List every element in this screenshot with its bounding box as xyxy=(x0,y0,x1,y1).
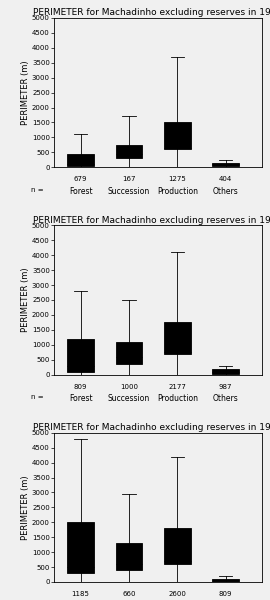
Text: 809: 809 xyxy=(219,591,232,597)
PathPatch shape xyxy=(116,342,142,364)
PathPatch shape xyxy=(212,579,239,581)
Text: 1185: 1185 xyxy=(72,591,90,597)
Text: n =: n = xyxy=(31,394,44,400)
PathPatch shape xyxy=(67,523,94,573)
PathPatch shape xyxy=(164,528,191,564)
Text: 404: 404 xyxy=(219,176,232,182)
Text: n =: n = xyxy=(31,187,44,193)
Text: 809: 809 xyxy=(74,383,87,389)
Title: PERIMETER for Machadinho excluding reserves in 1994: PERIMETER for Machadinho excluding reser… xyxy=(33,215,270,224)
Y-axis label: PERIMETER (m): PERIMETER (m) xyxy=(21,268,31,332)
PathPatch shape xyxy=(116,145,142,158)
PathPatch shape xyxy=(67,339,94,371)
Text: 2177: 2177 xyxy=(168,383,186,389)
Text: 2600: 2600 xyxy=(168,591,186,597)
Text: 1000: 1000 xyxy=(120,383,138,389)
Text: Others: Others xyxy=(213,187,238,196)
Y-axis label: PERIMETER (m): PERIMETER (m) xyxy=(21,60,31,125)
Text: Others: Others xyxy=(213,394,238,403)
PathPatch shape xyxy=(164,122,191,149)
Text: Production: Production xyxy=(157,187,198,196)
PathPatch shape xyxy=(67,154,94,166)
Text: 987: 987 xyxy=(219,383,232,389)
Text: 660: 660 xyxy=(122,591,136,597)
Y-axis label: PERIMETER (m): PERIMETER (m) xyxy=(21,475,31,540)
Text: Production: Production xyxy=(157,394,198,403)
Title: PERIMETER for Machadinho excluding reserves in 1998: PERIMETER for Machadinho excluding reser… xyxy=(33,423,270,432)
PathPatch shape xyxy=(164,322,191,354)
Text: Forest: Forest xyxy=(69,187,92,196)
PathPatch shape xyxy=(212,163,239,166)
Title: PERIMETER for Machadinho excluding reserves in 1988: PERIMETER for Machadinho excluding reser… xyxy=(33,8,270,17)
PathPatch shape xyxy=(212,368,239,374)
Text: 167: 167 xyxy=(122,176,136,182)
PathPatch shape xyxy=(116,543,142,570)
Text: 679: 679 xyxy=(74,176,87,182)
Text: Forest: Forest xyxy=(69,394,92,403)
Text: Succession: Succession xyxy=(108,394,150,403)
Text: Succession: Succession xyxy=(108,187,150,196)
Text: 1275: 1275 xyxy=(168,176,186,182)
